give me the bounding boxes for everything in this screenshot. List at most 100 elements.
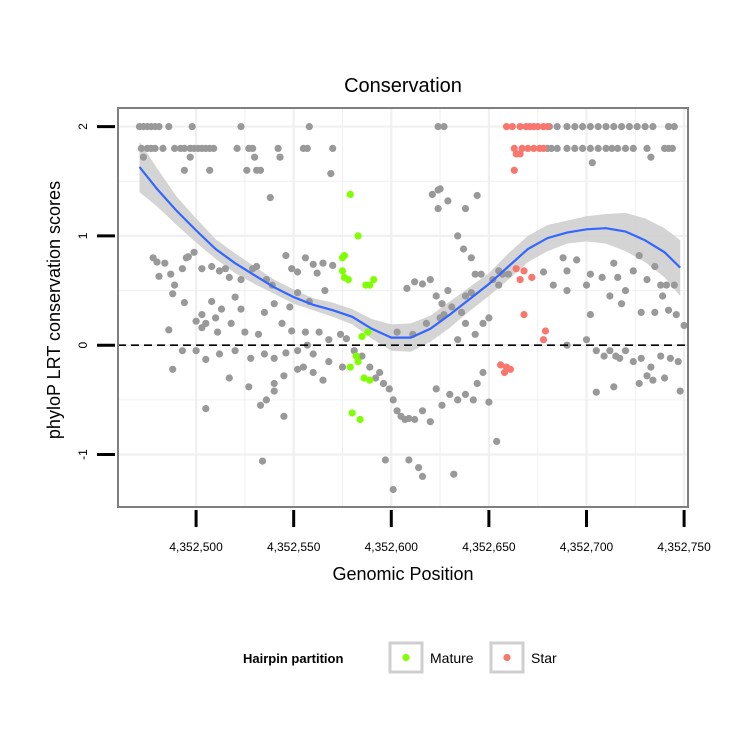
point-star (512, 265, 520, 273)
point-other (225, 273, 233, 281)
point-other (350, 347, 358, 355)
point-other (278, 319, 286, 327)
point-other (270, 387, 278, 395)
point-other (260, 308, 268, 316)
point-other (411, 278, 419, 286)
point-star (508, 123, 516, 131)
point-other (305, 123, 313, 131)
point-other (598, 273, 606, 281)
point-other (243, 166, 251, 174)
point-other (471, 330, 479, 338)
legend-label-star: Star (531, 650, 557, 666)
point-other (621, 347, 630, 355)
point-other (657, 352, 665, 360)
point-other (258, 457, 267, 465)
point-other (444, 197, 452, 205)
point-other (237, 305, 245, 313)
point-other (155, 272, 163, 280)
point-other (649, 376, 657, 384)
point-other (426, 276, 434, 284)
point-mature (356, 415, 364, 424)
point-mature (370, 276, 378, 284)
point-other (301, 328, 309, 336)
point-mature (346, 363, 354, 371)
point-other (563, 144, 571, 152)
point-other (327, 170, 335, 178)
y-tick-label: 0 (76, 342, 90, 349)
point-other (641, 123, 649, 131)
point-other (664, 123, 673, 131)
point-other (549, 281, 557, 289)
point-other (325, 358, 333, 366)
point-other (237, 276, 245, 284)
point-other (477, 270, 485, 278)
point-other (467, 289, 475, 297)
point-other (440, 123, 448, 131)
point-other (329, 144, 337, 152)
point-other (389, 485, 397, 494)
y-tick-label: -1 (76, 449, 90, 460)
point-other (594, 123, 602, 131)
point-other (618, 123, 626, 131)
point-other (208, 297, 216, 306)
point-mature (366, 376, 374, 384)
point-other (426, 418, 434, 426)
x-tick-label: 4,352,600 (365, 540, 419, 554)
point-other (592, 347, 600, 355)
point-other (625, 123, 634, 131)
point-other (485, 398, 493, 406)
point-other (208, 262, 216, 271)
point-other (594, 144, 602, 152)
point-star (518, 144, 526, 152)
point-other (586, 144, 595, 152)
point-other (614, 144, 622, 152)
point-star (534, 123, 542, 131)
point-other (270, 300, 278, 308)
point-other (249, 144, 257, 152)
point-other (647, 363, 655, 371)
point-other (559, 254, 567, 262)
point-other (563, 287, 571, 295)
point-other (161, 259, 169, 267)
point-other (618, 300, 626, 308)
point-other (592, 388, 600, 396)
point-star (541, 327, 550, 335)
point-other (169, 290, 177, 298)
point-other (227, 319, 235, 327)
y-axis: -1 0 1 2 (76, 123, 115, 460)
point-other (233, 144, 241, 152)
point-other (621, 287, 630, 295)
point-other (606, 292, 614, 300)
panel-border (117, 107, 689, 508)
point-other (167, 270, 175, 278)
point-other (171, 281, 179, 289)
point-other (165, 326, 173, 334)
point-other (448, 303, 456, 311)
point-other (159, 144, 167, 152)
point-other (192, 347, 200, 355)
point-other (215, 267, 224, 275)
point-other (256, 166, 265, 174)
point-other (582, 336, 591, 344)
point-other (180, 166, 188, 174)
point-other (198, 311, 206, 319)
point-other (602, 144, 610, 152)
point-other (680, 321, 688, 330)
point-other (479, 319, 487, 327)
point-other (294, 347, 302, 355)
point-other (573, 256, 581, 264)
point-star (516, 150, 524, 158)
point-other (586, 270, 595, 278)
point-star (539, 336, 548, 344)
point-other (319, 376, 327, 384)
point-other (215, 350, 224, 358)
point-other (547, 144, 556, 152)
point-other (151, 144, 159, 152)
point-other (256, 401, 265, 409)
point-other (563, 123, 571, 131)
point-other (473, 379, 481, 388)
point-other (241, 328, 249, 336)
point-other (180, 144, 188, 152)
point-other (280, 412, 288, 420)
x-tick-label: 4,352,750 (657, 540, 711, 554)
